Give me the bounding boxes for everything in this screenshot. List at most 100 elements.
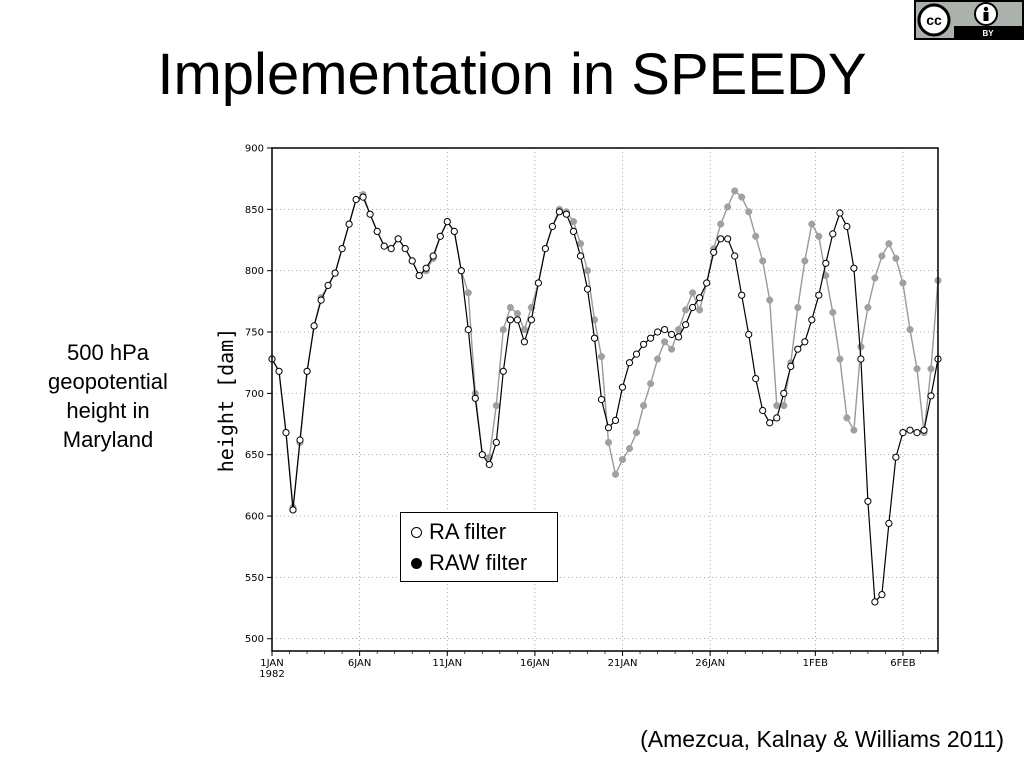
- raw-filter-point: [752, 232, 760, 240]
- ra-filter-point: [282, 429, 290, 437]
- raw-filter-point: [892, 254, 900, 262]
- raw-filter-point: [878, 252, 886, 260]
- chart-legend: RA filter RAW filter: [400, 512, 558, 582]
- ra-filter-point: [597, 395, 606, 404]
- ra-filter-point: [794, 345, 802, 353]
- ra-filter-point: [787, 362, 795, 370]
- raw-filter-point: [682, 306, 690, 314]
- x-tick-label: 21JAN: [608, 658, 638, 669]
- side-label-line: geopotential: [48, 369, 168, 394]
- raw-filter-point: [618, 456, 627, 464]
- raw-filter-point: [829, 308, 837, 316]
- ra-filter-point: [548, 222, 556, 231]
- ra-filter-point: [899, 429, 907, 437]
- ra-filter-point: [569, 227, 578, 236]
- ra-filter-point: [555, 208, 563, 216]
- ra-filter-point: [429, 252, 437, 260]
- ra-filter-point: [801, 338, 809, 346]
- raw-filter-point: [906, 326, 914, 334]
- x-tick-label: 16JAN: [520, 658, 550, 669]
- raw-filter-point: [885, 240, 893, 248]
- raw-filter-point: [611, 470, 620, 478]
- x-tick-label: 1FEB: [803, 658, 828, 669]
- raw-filter-point: [569, 218, 578, 226]
- ra-filter-point: [520, 338, 528, 346]
- ra-filter-point: [927, 392, 935, 400]
- ra-filter-point: [682, 321, 690, 329]
- ra-filter-point: [752, 375, 760, 383]
- ra-filter-point: [654, 328, 662, 336]
- ra-filter-point: [892, 453, 900, 461]
- ra-filter-point: [878, 591, 886, 599]
- raw-filter-point: [801, 257, 809, 265]
- ra-filter-point: [857, 355, 865, 363]
- y-tick-label: 900: [245, 144, 264, 155]
- raw-filter-point: [590, 316, 599, 324]
- ra-filter-point: [338, 245, 346, 253]
- ra-filter-point: [920, 426, 928, 434]
- ra-filter-point: [373, 227, 381, 236]
- ra-filter-point: [527, 316, 535, 324]
- raw-filter-point: [604, 438, 613, 446]
- raw-filter-point: [724, 203, 732, 211]
- series-line: [271, 189, 939, 508]
- ra-filter-point: [724, 235, 732, 243]
- raw-filter-point: [675, 326, 683, 334]
- ra-filter-point: [471, 394, 479, 402]
- ra-filter-point: [583, 285, 592, 293]
- ra-filter-point: [289, 506, 297, 514]
- ra-filter-point: [759, 406, 767, 415]
- ra-filter-point: [738, 291, 746, 299]
- ra-filter-point: [506, 316, 514, 324]
- ra-filter-point: [359, 193, 367, 201]
- raw-filter-point: [640, 402, 648, 410]
- y-tick-label: 500: [245, 634, 264, 645]
- raw-filter-point: [583, 267, 592, 275]
- ra-filter-point: [576, 252, 585, 260]
- raw-filter-point: [745, 208, 753, 216]
- y-axis-label: height [dam]: [214, 328, 238, 473]
- ra-filter-point: [394, 235, 402, 243]
- ra-filter-point: [710, 248, 718, 256]
- ra-filter-point: [296, 436, 304, 444]
- ra-filter-point: [611, 416, 620, 424]
- series-layer: [268, 187, 942, 606]
- ra-filter-point: [647, 334, 655, 342]
- raw-filter-point: [864, 303, 872, 312]
- ra-filter-point: [345, 220, 353, 228]
- ra-filter-point: [464, 326, 472, 334]
- ra-filter-point: [766, 419, 774, 427]
- open-circle-icon: [411, 527, 422, 538]
- raw-filter-point: [759, 257, 767, 265]
- ra-filter-point: [352, 195, 360, 204]
- raw-filter-point: [654, 355, 662, 363]
- ra-filter-point: [689, 303, 697, 312]
- ra-filter-point: [640, 340, 648, 348]
- ra-filter-point: [534, 279, 542, 287]
- x-tick-label: 6FEB: [890, 658, 915, 669]
- cc-text: cc: [926, 12, 942, 28]
- raw-filter-point: [520, 326, 528, 334]
- legend-item-raw-filter: RAW filter: [411, 548, 527, 578]
- slide-title: Implementation in SPEEDY: [157, 42, 867, 107]
- legend-label: RAW filter: [429, 550, 528, 575]
- x-tick-sublabel: 1982: [259, 669, 284, 680]
- raw-filter-point: [738, 193, 746, 201]
- legend-label: RA filter: [429, 519, 507, 544]
- y-tick-label: 750: [245, 328, 264, 339]
- ra-filter-point: [541, 245, 549, 253]
- legend-item-ra-filter: RA filter: [411, 517, 506, 547]
- ra-filter-point: [457, 267, 465, 275]
- y-tick-label: 850: [245, 205, 264, 216]
- raw-filter-point: [492, 402, 500, 410]
- ra-filter-point: [829, 230, 837, 238]
- x-tick-label: 26JAN: [695, 658, 725, 669]
- raw-filter-point: [717, 220, 725, 228]
- ra-filter-point: [485, 460, 493, 469]
- ra-filter-point: [562, 210, 570, 218]
- ra-filter-point: [387, 245, 395, 253]
- ra-filter-point: [864, 497, 872, 505]
- ra-filter-point: [836, 209, 844, 217]
- ra-filter-point: [850, 264, 858, 272]
